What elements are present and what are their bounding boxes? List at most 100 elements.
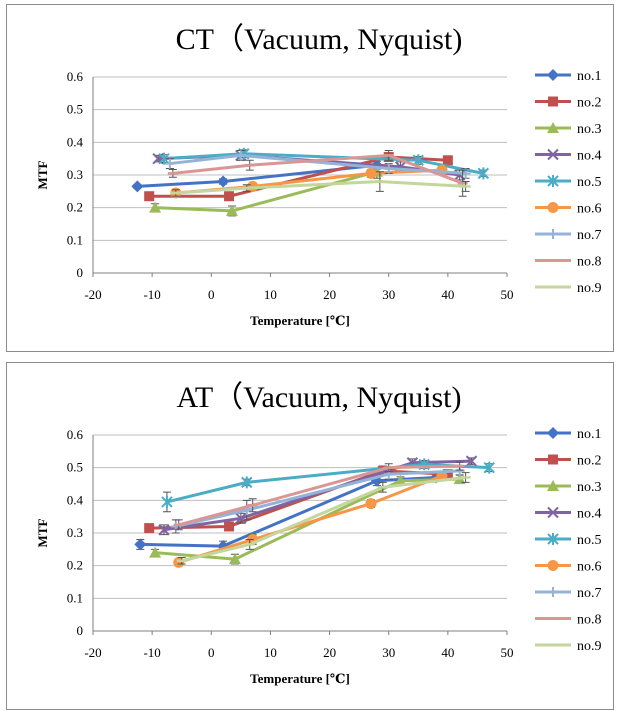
x-tick-label: 30: [382, 287, 395, 302]
data-point: [224, 521, 235, 532]
x-tick-label: 20: [323, 645, 336, 660]
data-point: [241, 476, 253, 489]
y-tick-label: 0.5: [67, 102, 83, 117]
series-no9-at: [176, 472, 471, 565]
legend-marker: [547, 560, 559, 571]
series-line: [178, 464, 460, 527]
legend-marker: [548, 96, 558, 107]
y-tick-label: 0.3: [67, 525, 83, 540]
legend-item: no.1: [535, 69, 602, 84]
data-point: [365, 167, 377, 179]
data-point: [442, 155, 453, 166]
series-line: [181, 475, 466, 563]
x-tick-label: 50: [501, 645, 514, 660]
y-axis-title: MTF: [35, 161, 50, 190]
y-tick-label: 0.1: [67, 232, 83, 247]
legend-marker: [547, 122, 559, 133]
legend-label: no.1: [577, 69, 602, 84]
data-point: [225, 204, 238, 216]
series-no8-at: [173, 461, 465, 531]
legend-item: no.7: [535, 228, 602, 243]
x-tick-label: 10: [264, 645, 277, 660]
legend-marker: [547, 506, 559, 519]
legend-item: no.6: [535, 560, 602, 575]
legend-label: no.5: [577, 175, 602, 190]
data-point: [158, 152, 170, 165]
y-tick-label: 0.6: [67, 69, 84, 84]
legend-label: no.8: [577, 255, 602, 270]
legend-marker: [548, 229, 558, 239]
legend-item: no.6: [535, 202, 602, 217]
legend-item: no.8: [535, 255, 602, 270]
data-point: [224, 191, 235, 202]
data-point: [394, 474, 407, 486]
y-tick-label: 0.3: [67, 167, 83, 182]
x-tick-label: 50: [501, 287, 514, 302]
data-point: [235, 150, 246, 161]
legend-label: no.9: [577, 281, 602, 296]
series-line: [140, 475, 437, 548]
legend-marker: [547, 202, 559, 213]
y-tick-label: 0.1: [67, 590, 83, 605]
legend-item: no.8: [535, 613, 602, 628]
y-tick-label: 0.2: [67, 200, 83, 215]
series-line: [175, 469, 460, 528]
legend-marker: [547, 69, 559, 81]
legend-label: no.8: [577, 613, 602, 628]
legend-item: no.4: [535, 149, 602, 164]
x-tick-label: 10: [264, 287, 277, 302]
legend-marker: [547, 480, 559, 491]
x-tick-label: -20: [84, 287, 101, 302]
data-point: [383, 163, 394, 174]
data-point: [483, 461, 495, 474]
data-point: [412, 154, 424, 167]
series-no8-ct: [167, 150, 468, 197]
x-tick-label: 40: [441, 287, 454, 302]
data-point: [228, 553, 241, 565]
legend-label: no.4: [577, 507, 602, 522]
legend-item: no.1: [535, 427, 602, 442]
x-tick-label: -20: [84, 645, 101, 660]
legend-label: no.5: [577, 533, 602, 548]
data-point: [465, 455, 478, 467]
legend-item: no.4: [535, 507, 602, 522]
legend-item: no.9: [535, 639, 602, 654]
series-line: [178, 474, 443, 564]
x-tick-label: 0: [208, 287, 215, 302]
data-point: [442, 469, 453, 480]
data-point: [144, 191, 155, 202]
x-tick-label: 0: [208, 645, 215, 660]
x-tick-label: 40: [441, 645, 454, 660]
legend-label: no.2: [577, 454, 602, 469]
x-tick-label: 20: [323, 287, 336, 302]
data-point: [149, 201, 162, 213]
y-tick-label: 0: [77, 623, 84, 638]
chart-svg-at: AT（Vacuum, Nyquist) 0 0.1 0.2 0.3 0.4 0.5 0.6 -2…: [35, 381, 602, 686]
data-point: [235, 512, 247, 525]
data-point: [144, 523, 155, 534]
data-point: [173, 556, 185, 568]
data-point: [217, 175, 230, 188]
legend-marker: [547, 175, 559, 187]
y-tick-label: 0.2: [67, 558, 83, 573]
legend-label: no.3: [577, 122, 602, 137]
x-tick-label: -10: [143, 287, 160, 302]
legend-marker: [547, 148, 559, 161]
legend-item: no.2: [535, 96, 602, 111]
legend-item: no.3: [535, 122, 602, 137]
legend-label: no.3: [577, 480, 602, 495]
series-line: [163, 152, 484, 175]
legend-item: no.2: [535, 454, 602, 469]
legend-item: no.9: [535, 281, 602, 296]
x-tick-label: 30: [382, 645, 395, 660]
x-axis-title: Temperature [℃]: [250, 313, 350, 328]
y-tick-label: 0: [77, 265, 84, 280]
legend-label: no.6: [577, 202, 602, 217]
chart-title: AT（Vacuum, Nyquist): [177, 381, 462, 414]
chart-svg-ct: CT（Vacuum, Nyquist) 0 0.1 0.2 0.3 0.4 0.5 0.6 -2…: [35, 23, 602, 328]
x-tick-label: -10: [143, 645, 160, 660]
chart-panel-ct: CT（Vacuum, Nyquist) 0 0.1 0.2 0.3 0.4 0.5 0.6 -2…: [6, 4, 614, 352]
legend-item: no.5: [535, 533, 602, 548]
data-point: [158, 524, 170, 536]
y-tick-label: 0.5: [67, 460, 83, 475]
